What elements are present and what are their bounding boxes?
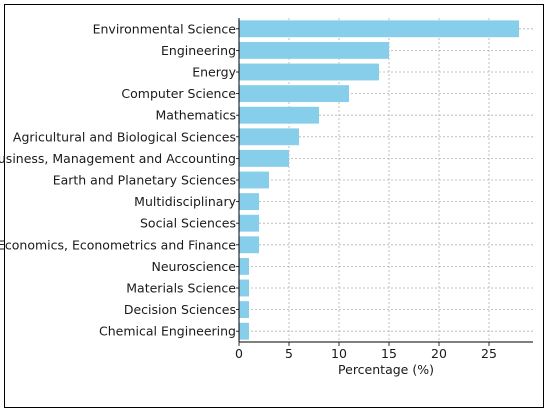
bar-10 <box>239 236 259 254</box>
category-label: Neuroscience <box>151 259 236 274</box>
bar-11 <box>239 257 249 275</box>
x-tick-label: 20 <box>431 346 447 361</box>
category-label: Earth and Planetary Sciences <box>53 173 236 188</box>
x-tick-label: 5 <box>285 346 293 361</box>
bars <box>239 20 519 340</box>
category-label: Chemical Engineering <box>99 324 236 339</box>
category-label: Economics, Econometrics and Finance <box>0 237 236 252</box>
category-label: Materials Science <box>126 281 236 296</box>
category-label: Environmental Science <box>93 21 237 36</box>
category-label: Multidisciplinary <box>134 194 236 209</box>
bar-5 <box>239 128 299 146</box>
category-label: Decision Sciences <box>124 302 236 317</box>
category-label: Computer Science <box>121 86 236 101</box>
category-label: Business, Management and Accounting <box>0 151 236 166</box>
bar-14 <box>239 322 249 340</box>
bar-6 <box>239 149 289 167</box>
x-axis-title: Percentage (%) <box>338 362 434 377</box>
category-label: Mathematics <box>155 108 236 123</box>
bar-9 <box>239 214 259 232</box>
category-label: Engineering <box>161 43 236 58</box>
figure-frame <box>4 4 544 408</box>
category-labels: Environmental Science Engineering Energy Co… <box>0 21 239 339</box>
x-tick-label: 15 <box>381 346 397 361</box>
category-label: Social Sciences <box>140 216 236 231</box>
category-label: Agricultural and Biological Sciences <box>13 129 236 144</box>
x-tick-label: 0 <box>235 346 243 361</box>
bar-13 <box>239 301 249 319</box>
bar-7 <box>239 171 269 189</box>
category-label: Energy <box>192 65 236 80</box>
x-tick-label: 25 <box>481 346 497 361</box>
x-tick-label: 10 <box>331 346 347 361</box>
x-tick-labels: 0 5 10 15 20 25 <box>235 342 497 361</box>
bar-4 <box>239 106 319 124</box>
bar-0 <box>239 20 519 38</box>
bar-8 <box>239 193 259 211</box>
bar-3 <box>239 85 349 103</box>
bar-1 <box>239 41 389 59</box>
bar-2 <box>239 63 379 81</box>
bar-12 <box>239 279 249 297</box>
